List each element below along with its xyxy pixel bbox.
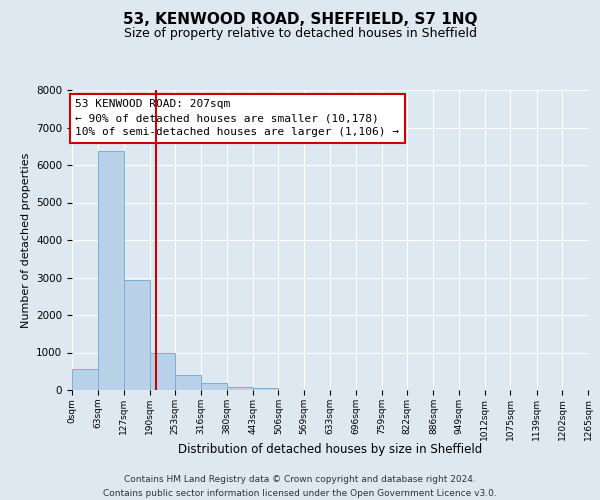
Y-axis label: Number of detached properties: Number of detached properties xyxy=(20,152,31,328)
Text: 53, KENWOOD ROAD, SHEFFIELD, S7 1NQ: 53, KENWOOD ROAD, SHEFFIELD, S7 1NQ xyxy=(123,12,477,28)
Text: Size of property relative to detached houses in Sheffield: Size of property relative to detached ho… xyxy=(124,28,476,40)
Bar xyxy=(72,369,98,390)
Text: 53 KENWOOD ROAD: 207sqm
← 90% of detached houses are smaller (10,178)
10% of sem: 53 KENWOOD ROAD: 207sqm ← 90% of detache… xyxy=(75,100,399,138)
Bar xyxy=(124,280,149,390)
Bar xyxy=(253,388,278,390)
Bar xyxy=(201,384,227,390)
Bar xyxy=(98,151,124,390)
Bar xyxy=(149,353,175,390)
Bar xyxy=(175,376,201,390)
Text: Contains HM Land Registry data © Crown copyright and database right 2024.
Contai: Contains HM Land Registry data © Crown c… xyxy=(103,476,497,498)
X-axis label: Distribution of detached houses by size in Sheffield: Distribution of detached houses by size … xyxy=(178,442,482,456)
Bar xyxy=(227,387,253,390)
